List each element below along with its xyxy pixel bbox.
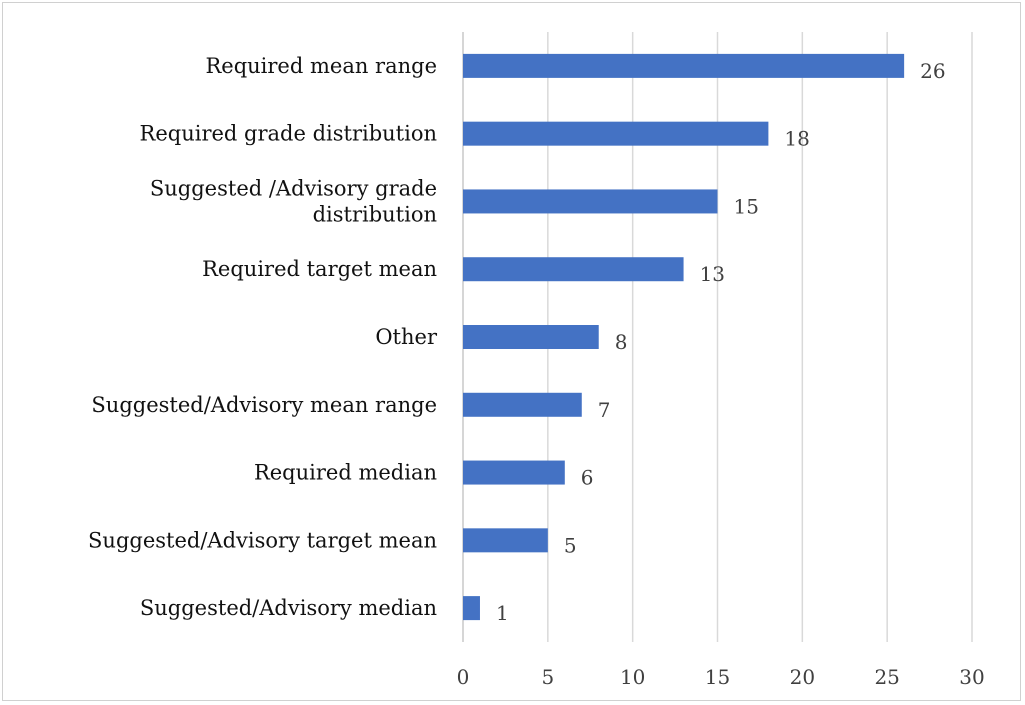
category-label-5: Suggested/Advisory mean range <box>91 393 437 417</box>
x-tick-label-5: 5 <box>541 665 554 689</box>
bar-2 <box>463 189 718 214</box>
bar-3 <box>463 257 684 282</box>
data-label-8: 1 <box>496 601 509 625</box>
x-tick-label-30: 30 <box>959 665 984 689</box>
data-label-7: 5 <box>564 533 577 557</box>
category-label-6: Required median <box>254 461 437 485</box>
bar-6 <box>463 460 565 485</box>
data-label-0: 26 <box>920 59 945 83</box>
data-label-2: 15 <box>734 194 759 218</box>
x-tick-label-10: 10 <box>620 665 645 689</box>
bar-0 <box>463 53 905 78</box>
category-label-4: Other <box>375 325 438 349</box>
data-label-4: 8 <box>615 330 628 354</box>
bar-8 <box>463 596 480 621</box>
x-tick-label-20: 20 <box>790 665 815 689</box>
category-label-1: Required grade distribution <box>140 122 437 146</box>
category-label-0: Required mean range <box>205 54 437 78</box>
bar-4 <box>463 325 599 349</box>
data-label-6: 6 <box>581 466 594 490</box>
data-label-3: 13 <box>700 262 725 286</box>
data-label-5: 7 <box>598 398 611 422</box>
x-tick-label-15: 15 <box>705 665 730 689</box>
bar-1 <box>463 121 769 146</box>
category-label-3: Required target mean <box>202 257 437 281</box>
x-tick-label-25: 25 <box>874 665 899 689</box>
data-label-1: 18 <box>784 127 809 151</box>
category-label-7: Suggested/Advisory target mean <box>88 528 437 552</box>
bar-7 <box>463 528 548 553</box>
bar-5 <box>463 392 582 417</box>
x-tick-label-0: 0 <box>457 665 470 689</box>
category-label-8: Suggested/Advisory median <box>140 596 437 620</box>
category-label-2: Suggested /Advisory grade distribution <box>150 176 437 226</box>
